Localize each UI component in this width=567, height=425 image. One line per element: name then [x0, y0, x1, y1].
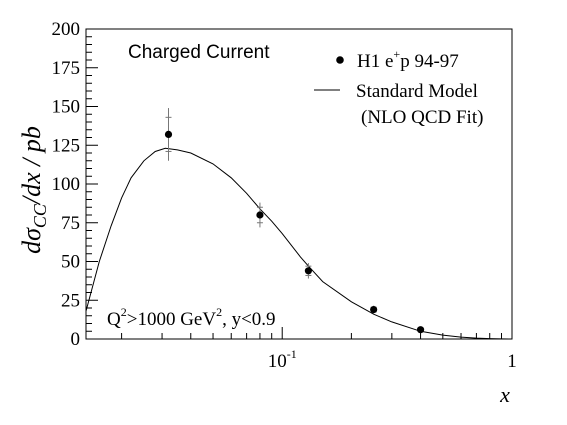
data-points-layer	[164, 108, 425, 334]
legend-points-label: H1 e+p 94-97	[357, 47, 459, 72]
legend-points-label-b: p 94-97	[400, 51, 459, 72]
y-axis-label: dσCC/dx / pb	[17, 126, 50, 254]
data-point	[304, 267, 312, 275]
legend-line-label-2: (NLO QCD Fit)	[361, 107, 483, 128]
x-tick-label: 1	[507, 351, 517, 372]
legend-points-label-sup: +	[393, 47, 400, 61]
data-point	[256, 211, 264, 219]
data-point	[164, 130, 173, 138]
y-tick-label: 175	[52, 58, 81, 79]
y-tick-label: 125	[52, 135, 81, 156]
chart-annotation-bottom: Q2>1000 GeV2, y<0.9	[107, 305, 276, 330]
annotation-y-cut: , y<0.9	[222, 309, 275, 330]
annotation-q-sup: 2	[121, 305, 127, 319]
x-tick-label: 10-1	[268, 347, 297, 372]
y-tick-label: 75	[61, 213, 80, 234]
annotation-energy: >1000 GeV	[127, 309, 217, 330]
annotation-q: Q	[107, 309, 121, 330]
y-tick-label: 200	[52, 19, 81, 40]
data-point	[416, 326, 425, 334]
y-tick-label: 25	[61, 290, 80, 311]
y-tick-label: 100	[52, 174, 81, 195]
y-tick-label: 50	[61, 252, 80, 273]
plot-frame	[85, 28, 513, 340]
y-tick-label: 150	[52, 97, 81, 118]
x-axis: 10-1 1	[121, 327, 517, 372]
data-point-group	[256, 202, 264, 228]
annotation-energy-sup: 2	[216, 305, 222, 319]
data-point	[370, 305, 378, 314]
data-point-group	[416, 326, 425, 334]
y-tick-label: 0	[71, 329, 81, 350]
legend-points-label-a: H1 e	[357, 51, 393, 72]
y-axis-label-tail: /dx / pb	[17, 126, 46, 206]
legend-line-label-1: Standard Model	[356, 81, 478, 102]
model-curve-layer	[85, 147, 513, 340]
legend: H1 e+p 94-97 Standard Model (NLO QCD Fit…	[314, 47, 483, 128]
standard-model-curve	[85, 147, 513, 340]
data-point-group	[164, 108, 173, 161]
y-axis-label-sub: CC	[30, 203, 50, 228]
data-point-group	[304, 263, 312, 279]
data-point-group	[370, 305, 378, 314]
chart-annotation-top: Charged Current	[128, 42, 270, 63]
legend-point-marker	[336, 56, 344, 64]
y-axis: 0 25 50 75 100 125 150 175 200	[52, 19, 98, 350]
y-axis-label-main: dσ	[17, 227, 46, 254]
x-axis-label: x	[499, 382, 510, 407]
